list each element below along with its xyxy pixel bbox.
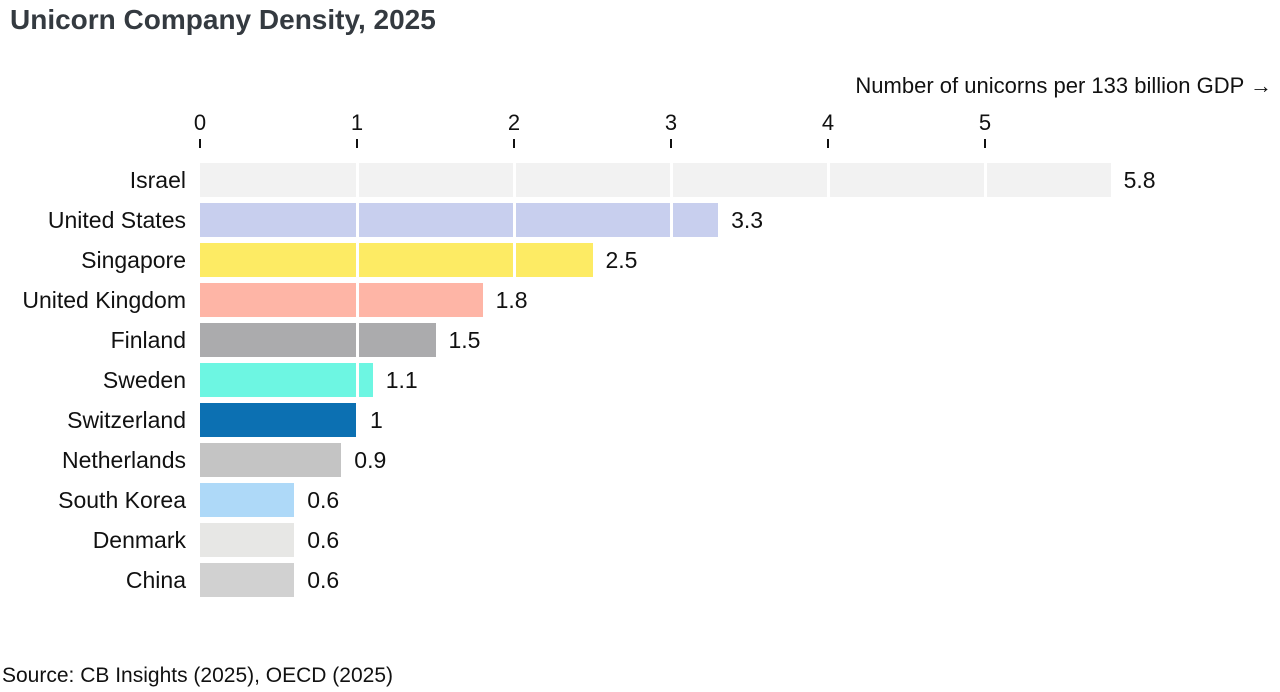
category-label: Switzerland: [67, 407, 186, 433]
x-tick-label: 0: [193, 110, 207, 135]
category-label: United States: [47, 207, 186, 233]
gridline: [983, 163, 987, 597]
bar: [200, 403, 357, 437]
x-tick-mark: [513, 139, 515, 148]
gridline: [355, 163, 359, 597]
x-tick-label: 1: [350, 110, 364, 135]
x-tick-label: 3: [664, 110, 678, 135]
value-label: 0.9: [354, 447, 387, 473]
category-label: Finland: [110, 327, 186, 353]
x-tick-label: 5: [978, 110, 992, 135]
source-note: Source: CB Insights (2025), OECD (2025): [2, 664, 394, 687]
value-label: 0.6: [307, 567, 340, 593]
category-label: China: [125, 567, 186, 593]
value-label: 1: [370, 407, 383, 433]
value-label: 1.5: [448, 327, 481, 353]
x-tick-mark: [670, 139, 672, 148]
value-label: 2.5: [605, 247, 638, 273]
category-label: Israel: [129, 167, 186, 193]
bar: [200, 243, 593, 277]
category-label: Singapore: [81, 247, 186, 273]
bar: [200, 163, 1111, 197]
gridline: [512, 163, 516, 597]
category-label: South Korea: [58, 487, 186, 513]
x-tick-label: 4: [821, 110, 835, 135]
value-label: 0.6: [307, 527, 340, 553]
gridline: [669, 163, 673, 597]
value-label: 3.3: [731, 207, 764, 233]
x-axis-title: Number of unicorns per 133 billion GDP →: [855, 73, 1272, 98]
x-tick-mark: [827, 139, 829, 148]
category-label: Denmark: [92, 527, 186, 553]
value-label: 5.8: [1123, 167, 1156, 193]
bar: [200, 523, 295, 557]
bar: [200, 323, 436, 357]
x-tick-label: 2: [507, 110, 521, 135]
bar: [200, 203, 719, 237]
gridline: [826, 163, 830, 597]
bar: [200, 283, 483, 317]
bar: [200, 443, 342, 477]
value-label: 1.1: [385, 367, 418, 393]
chart-title: Unicorn Company Density, 2025: [10, 4, 436, 35]
x-tick-mark: [199, 139, 201, 148]
category-label: Sweden: [102, 367, 186, 393]
category-label: United Kingdom: [22, 287, 186, 313]
value-label: 0.6: [307, 487, 340, 513]
x-tick-mark: [984, 139, 986, 148]
value-label: 1.8: [495, 287, 528, 313]
bar: [200, 363, 373, 397]
bar: [200, 563, 295, 597]
x-tick-mark: [356, 139, 358, 148]
bar: [200, 483, 295, 517]
category-label: Netherlands: [61, 447, 186, 473]
